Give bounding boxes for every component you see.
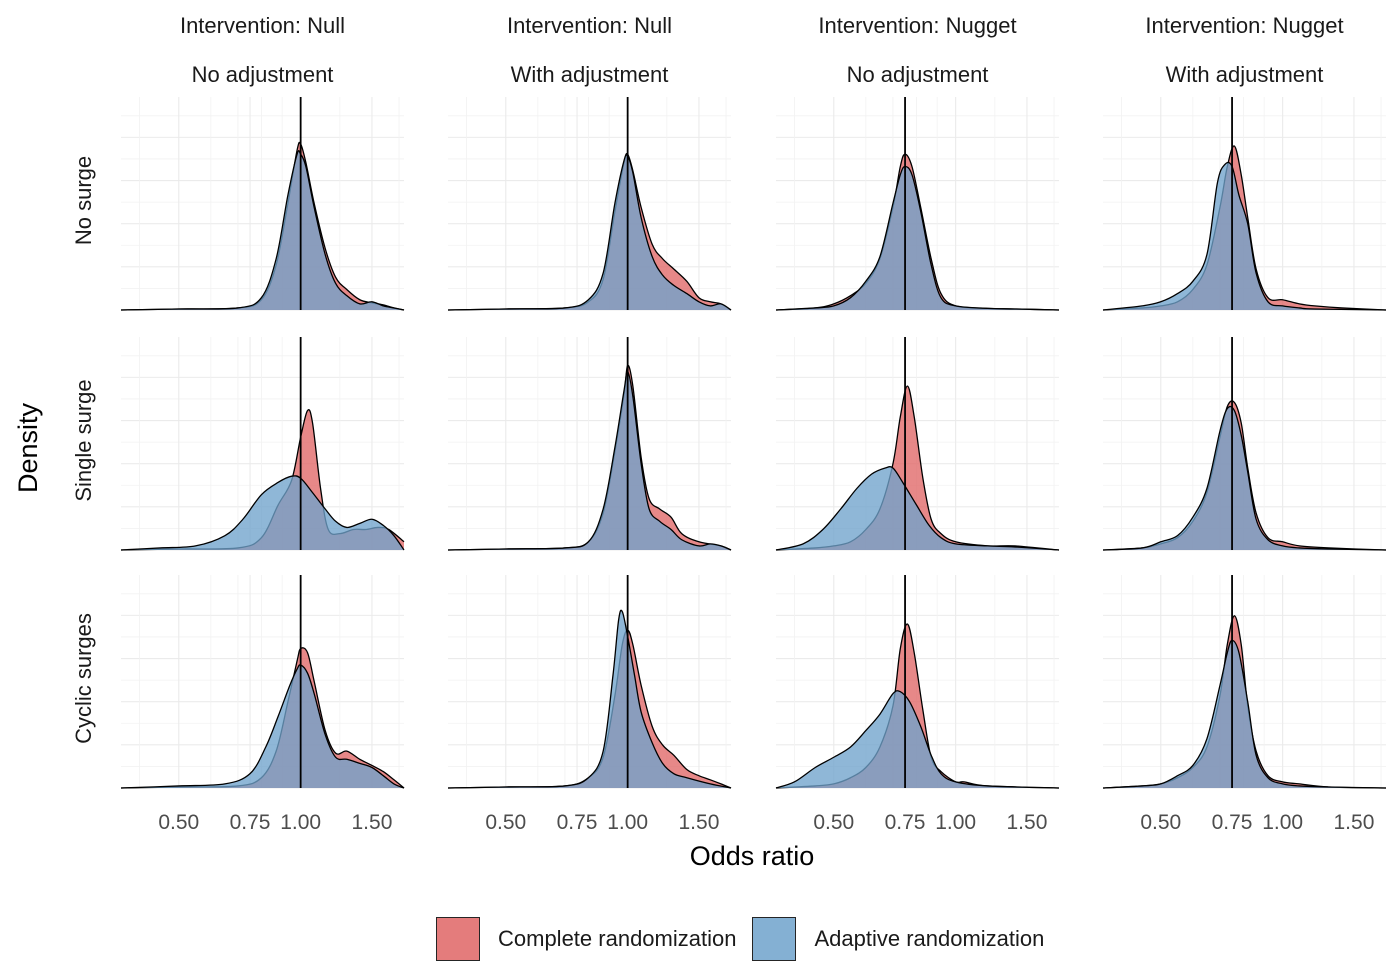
density-area-adaptive xyxy=(121,664,404,788)
facet-strips: Intervention: Null No adjustment Intervent… xyxy=(71,13,1344,744)
density-line-adaptive xyxy=(447,153,732,311)
density-line-adaptive xyxy=(120,664,405,789)
density-area-complete xyxy=(776,623,1059,788)
facet-panel xyxy=(447,575,732,789)
density-area-adaptive xyxy=(448,371,731,550)
density-area-adaptive xyxy=(776,466,1059,550)
legend-label-adaptive: Adaptive randomization xyxy=(814,926,1045,951)
col-strip-line1: Intervention: Null xyxy=(180,13,345,38)
density-area-complete xyxy=(448,153,731,310)
facet-panels xyxy=(120,97,1387,789)
x-tick-label: 1.50 xyxy=(679,811,720,834)
legend-key-adaptive xyxy=(752,917,797,961)
density-line-adaptive xyxy=(447,370,732,551)
density-line-adaptive xyxy=(775,690,1060,789)
x-tick-label: 0.75 xyxy=(557,811,598,834)
x-tick-label: 1.00 xyxy=(607,811,648,834)
x-tick-label: 0.50 xyxy=(813,811,854,834)
x-axis-title: Odds ratio xyxy=(690,841,815,871)
col-strip-line2: No adjustment xyxy=(847,62,989,87)
density-area-adaptive xyxy=(121,150,404,310)
col-strip-line1: Intervention: Null xyxy=(507,13,672,38)
x-tick-label: 1.50 xyxy=(1007,811,1048,834)
density-area-complete xyxy=(448,630,731,788)
facet-panel xyxy=(120,575,405,789)
row-strip-label: No surge xyxy=(71,156,96,245)
x-tick-label: 0.75 xyxy=(885,811,926,834)
x-tick-label: 0.50 xyxy=(158,811,199,834)
density-line-adaptive xyxy=(120,475,405,551)
x-tick-label: 0.50 xyxy=(485,811,526,834)
col-strip-line2: With adjustment xyxy=(511,62,669,87)
facet-panel xyxy=(1102,575,1387,789)
facet-panel xyxy=(1102,97,1387,311)
x-tick-label: 0.75 xyxy=(230,811,271,834)
density-line-complete xyxy=(120,141,405,311)
x-tick-label: 1.50 xyxy=(1334,811,1375,834)
x-axis-ticks: 0.50 0.75 1.00 1.50 0.50 0.75 1.00 1.50 0.50 0.75… xyxy=(158,811,1374,834)
legend-item-complete: Complete randomization xyxy=(436,917,736,961)
col-strip-line2: No adjustment xyxy=(192,62,334,87)
facet-panel xyxy=(775,337,1060,551)
facet-panel xyxy=(447,337,732,551)
density-line-adaptive xyxy=(1102,405,1387,551)
density-area-complete xyxy=(448,365,731,550)
facet-panel xyxy=(120,337,405,551)
col-strip-line2: With adjustment xyxy=(1166,62,1324,87)
facet-panel xyxy=(1102,337,1387,551)
col-strip-line1: Intervention: Nugget xyxy=(1145,13,1343,38)
density-area-adaptive xyxy=(776,166,1059,310)
density-line-adaptive xyxy=(120,150,405,311)
legend: Complete randomization Adaptive randomiz… xyxy=(436,917,1060,961)
legend-item-adaptive: Adaptive randomization xyxy=(752,917,1044,961)
density-area-adaptive xyxy=(121,475,404,550)
density-area-complete xyxy=(121,142,404,310)
density-line-complete xyxy=(447,629,732,789)
density-area-adaptive xyxy=(776,690,1059,788)
x-tick-label: 0.75 xyxy=(1212,811,1253,834)
legend-key-complete xyxy=(436,917,480,961)
x-tick-label: 1.00 xyxy=(280,811,321,834)
x-tick-label: 1.00 xyxy=(1262,811,1303,834)
density-line-adaptive xyxy=(775,466,1060,551)
x-tick-label: 1.00 xyxy=(935,811,976,834)
facet-panel xyxy=(447,97,732,311)
density-area-adaptive xyxy=(1103,162,1386,310)
facet-panel xyxy=(120,97,405,311)
density-area-adaptive xyxy=(1103,640,1386,788)
y-axis-title: Density xyxy=(13,402,43,493)
legend-label-complete: Complete randomization xyxy=(498,926,737,951)
row-strip-label: Single surge xyxy=(71,379,96,501)
row-strip-label: Cyclic surges xyxy=(71,613,96,744)
density-area-complete xyxy=(776,386,1059,550)
x-tick-label: 1.50 xyxy=(352,811,393,834)
facet-panel xyxy=(775,97,1060,311)
x-tick-label: 0.50 xyxy=(1140,811,1181,834)
col-strip-line1: Intervention: Nugget xyxy=(818,13,1016,38)
density-line-complete xyxy=(447,364,732,551)
density-area-adaptive xyxy=(1103,406,1386,550)
facet-panel xyxy=(775,575,1060,789)
